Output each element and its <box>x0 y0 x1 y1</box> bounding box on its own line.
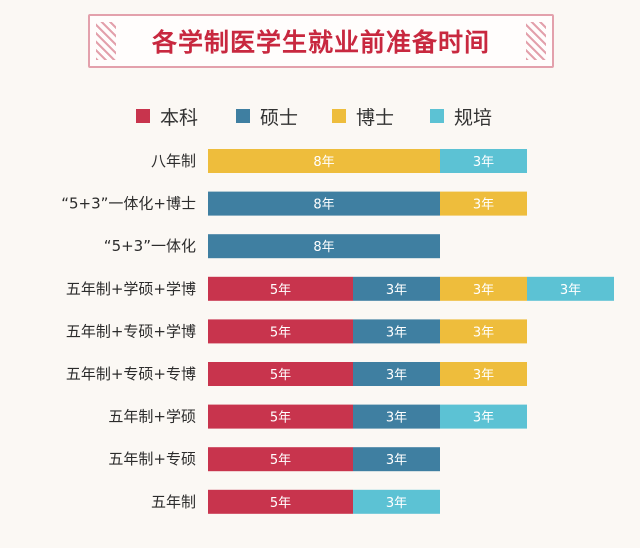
bar-segment-label: 3年 <box>560 283 581 298</box>
bar-segment <box>353 404 440 429</box>
legend-swatch <box>430 109 444 123</box>
bar-segment-label: 3年 <box>386 325 407 340</box>
legend-swatch <box>136 109 150 123</box>
bar-segment <box>208 404 353 429</box>
bar-segment <box>208 362 353 386</box>
category-label: “5+3”一体化+博士 <box>61 195 196 213</box>
chart-title: 各学制医学生就业前准备时间 <box>151 28 490 57</box>
chart-legend: 本科 硕士 博士 规培 <box>0 104 640 129</box>
category-label: 五年制+专硕+专博 <box>66 365 196 383</box>
bar-segment-label: 3年 <box>473 283 494 298</box>
bar-segment-label: 3年 <box>473 368 494 383</box>
bar-segment <box>353 276 440 301</box>
bar-segment-label: 3年 <box>386 411 407 426</box>
bar-segment <box>440 404 527 429</box>
bar-segment-label: 3年 <box>386 283 407 298</box>
bar-segment-label: 3年 <box>386 496 407 511</box>
bar-segment <box>527 276 614 301</box>
bar-segment <box>440 362 527 386</box>
category-label: 五年制 <box>151 493 196 511</box>
bar-segment <box>208 149 440 173</box>
category-label: 五年制+专硕+学博 <box>66 322 196 340</box>
bar-segment <box>353 447 440 472</box>
bar-segment <box>353 319 440 344</box>
legend-item-3: 规培 <box>430 104 493 129</box>
legend-swatch <box>236 109 250 123</box>
bar-segment-label: 5年 <box>270 325 291 340</box>
bar-segment-label: 3年 <box>473 155 494 170</box>
category-label: 五年制+学硕 <box>108 408 196 426</box>
category-label: 五年制+学硕+学博 <box>66 280 196 298</box>
legend-label: 硕士 <box>260 106 299 129</box>
legend-label: 规培 <box>454 106 493 129</box>
bar-segment-label: 5年 <box>270 453 291 468</box>
bar-segment <box>440 191 527 216</box>
category-label: “5+3”一体化 <box>104 237 196 255</box>
bar-segment-label: 5年 <box>270 368 291 383</box>
bar-segment <box>208 191 440 216</box>
bar-segment <box>440 319 527 344</box>
bar-segment <box>440 276 527 301</box>
bar-segment <box>208 489 353 514</box>
bar-segment-label: 5年 <box>270 411 291 426</box>
bar-segment <box>353 362 440 386</box>
bar-segment-label: 3年 <box>386 453 407 468</box>
bar-segment-label: 8年 <box>313 155 334 170</box>
legend-label: 本科 <box>160 106 199 129</box>
legend-swatch <box>332 109 346 123</box>
bar-segment <box>208 319 353 344</box>
category-label: 八年制 <box>151 152 196 170</box>
bar-segment <box>208 234 440 259</box>
legend-item-0: 本科 <box>136 104 199 129</box>
bar-segment-label: 8年 <box>313 240 334 255</box>
title-decoration-left <box>96 22 116 60</box>
title-decoration-right <box>526 22 546 60</box>
bar-segment <box>353 489 440 514</box>
bar-segment-label: 5年 <box>270 496 291 511</box>
legend-item-2: 博士 <box>332 104 395 129</box>
bar-segment-label: 8年 <box>313 198 334 213</box>
bar-segment-label: 5年 <box>270 283 291 298</box>
bar-segment <box>440 149 527 173</box>
bar-segment <box>208 447 353 472</box>
bar-segment-label: 3年 <box>473 198 494 213</box>
bar-segment-label: 3年 <box>386 368 407 383</box>
bar-segment-label: 3年 <box>473 411 494 426</box>
legend-label: 博士 <box>356 106 395 129</box>
bar-segment <box>208 276 353 301</box>
category-label: 五年制+专硕 <box>108 450 196 468</box>
legend-item-1: 硕士 <box>236 104 299 129</box>
bar-segment-label: 3年 <box>473 325 494 340</box>
chart-title-box: 各学制医学生就业前准备时间 <box>88 14 554 68</box>
